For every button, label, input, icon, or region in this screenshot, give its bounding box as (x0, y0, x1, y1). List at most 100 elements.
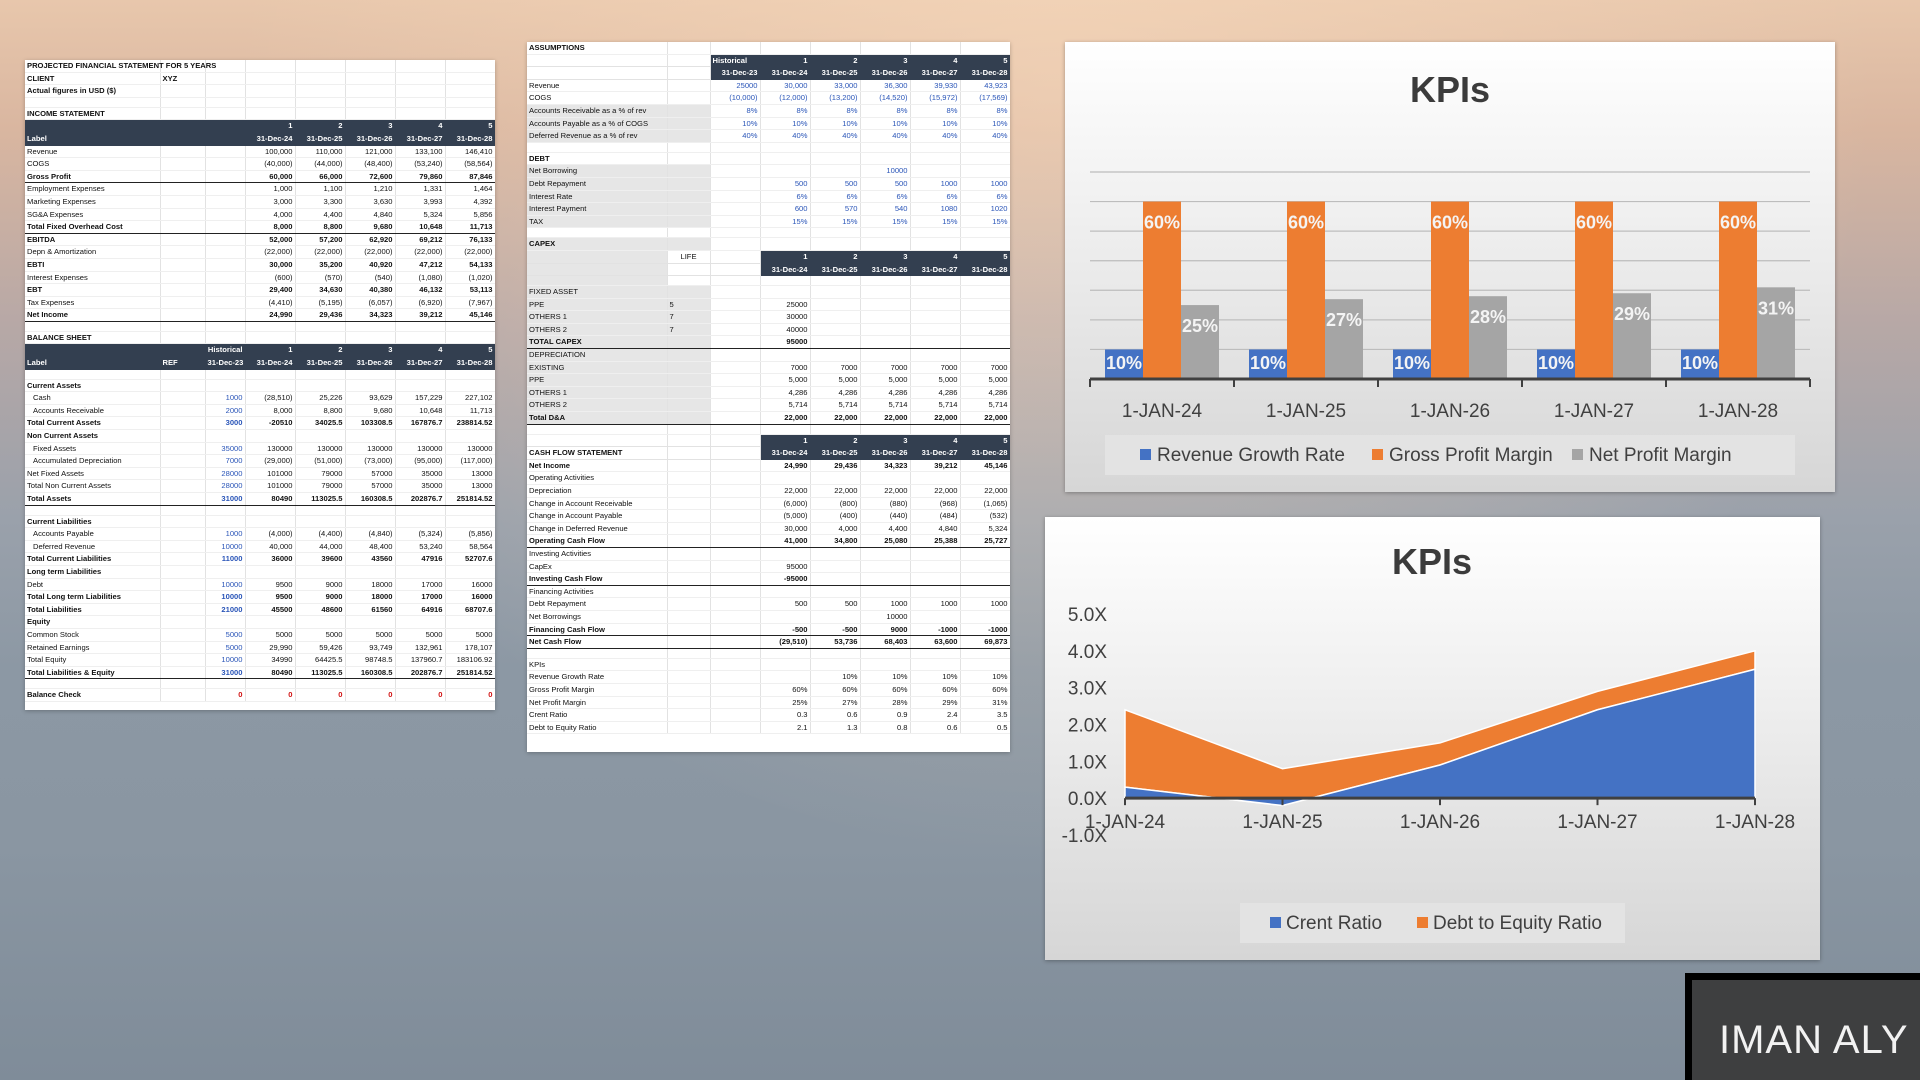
cell: 113025.5 (295, 666, 346, 680)
cell: 43,923 (960, 79, 1010, 93)
cell: 2 (810, 434, 861, 448)
cell (710, 323, 761, 337)
cell: 31-Dec-25 (810, 66, 861, 80)
balance-row: Long term Liabilities (25, 565, 495, 579)
bar (1757, 287, 1795, 379)
cell: 4,000 (245, 208, 296, 222)
cell: 0.6 (910, 721, 961, 735)
kpi-bar-chart-svg: KPIs 10% 60% 25% 1-JAN-24 10% 60% 27% 1-JAN-25 1… (1089, 69, 1811, 475)
cell: 238814.52 (445, 416, 495, 431)
cell (395, 429, 446, 443)
cell: 5,324 (395, 208, 446, 222)
cell: Marketing Expenses (25, 195, 161, 209)
cell (960, 298, 1010, 312)
cell: Total Assets (25, 492, 161, 506)
balance-row: Net Fixed Assets 28000 101000 79000 57000 350… (25, 467, 495, 481)
cell: Change in Account Payable (527, 509, 668, 523)
cell: 0 (345, 688, 396, 702)
sheet-title: PROJECTED FINANCIAL STATEMENT FOR 5 YEAR… (25, 60, 495, 73)
legend-swatch (1572, 449, 1583, 460)
cell: 72,600 (345, 170, 396, 184)
cell (960, 152, 1010, 166)
cell (160, 296, 206, 310)
cell: Total Current Assets (25, 416, 161, 431)
debt-row: Interest Rate 6% 6% 6% 6% 6% (527, 190, 1010, 204)
cell (710, 484, 761, 498)
cell (205, 379, 246, 393)
cell: (4,410) (245, 296, 296, 310)
cell (345, 429, 396, 443)
cell: EBT (25, 283, 161, 297)
cell: 9000 (860, 623, 911, 637)
cell (860, 275, 911, 287)
cell (445, 565, 495, 579)
cell (910, 572, 961, 586)
cell: 5,000 (810, 373, 861, 387)
cell (205, 107, 246, 121)
cell: 31-Dec-27 (395, 356, 446, 370)
cell (25, 119, 161, 133)
cell (860, 335, 911, 350)
cell (960, 275, 1010, 287)
cell: 4 (910, 434, 961, 448)
cell: 1,100 (295, 182, 346, 196)
cell (295, 678, 346, 690)
cell (295, 515, 346, 529)
cell: -500 (760, 623, 811, 637)
cell (810, 560, 861, 574)
assumptions-date-row: 31-Dec-23 31-Dec-24 31-Dec-25 31-Dec-26 31-D… (527, 66, 1010, 80)
cell (810, 585, 861, 599)
cell (710, 424, 761, 435)
bar (1105, 349, 1143, 379)
cell (710, 648, 761, 659)
cell (710, 373, 761, 387)
cell: Debt to Equity Ratio (527, 721, 668, 735)
cell: 25% (760, 696, 811, 710)
cell (860, 152, 911, 166)
bar-data-label: 28% (1470, 307, 1506, 327)
cell (710, 335, 761, 350)
cell (667, 142, 711, 153)
income-row: Total Fixed Overhead Cost 8,000 8,800 9,680… (25, 220, 495, 234)
cell (810, 547, 861, 561)
cell: 5000 (205, 641, 246, 655)
cell (667, 237, 711, 251)
cell: 6% (760, 190, 811, 204)
cell: 101000 (245, 467, 296, 481)
cell (160, 429, 206, 443)
cell: 28000 (205, 479, 246, 493)
cell (667, 79, 711, 93)
cell (910, 152, 961, 166)
cell: 15% (760, 215, 811, 229)
balance-row: Equity (25, 615, 495, 629)
cell (345, 379, 396, 393)
cell: 31-Dec-26 (860, 66, 911, 80)
cell: 31-Dec-28 (445, 132, 495, 146)
cell: 251814.52 (445, 492, 495, 506)
income-row: SG&A Expenses 4,000 4,400 4,840 5,324 5,856 (25, 208, 495, 222)
cell (345, 515, 396, 529)
cell: 4 (910, 54, 961, 68)
cell (960, 142, 1010, 153)
cell: 2 (810, 54, 861, 68)
legend-box (1240, 903, 1625, 943)
cell (25, 505, 161, 516)
cell: 1 (760, 250, 811, 264)
cell (160, 97, 206, 108)
cell: 10000 (205, 590, 246, 604)
cell (295, 72, 346, 86)
cell (667, 91, 711, 105)
cell: 9000 (295, 578, 346, 592)
cell (910, 237, 961, 251)
balance-row: Total Equity 10000 34990 64425.5 98748.5 1379… (25, 653, 495, 667)
cell: 24,990 (760, 459, 811, 473)
cell (860, 648, 911, 659)
cell (667, 190, 711, 204)
capex-heading: CAPEX (527, 237, 1010, 251)
cell: 39,212 (910, 459, 961, 473)
cell (205, 271, 246, 285)
cell (205, 157, 246, 171)
cell: 570 (810, 202, 861, 216)
cell (667, 66, 711, 80)
cell (445, 107, 495, 121)
